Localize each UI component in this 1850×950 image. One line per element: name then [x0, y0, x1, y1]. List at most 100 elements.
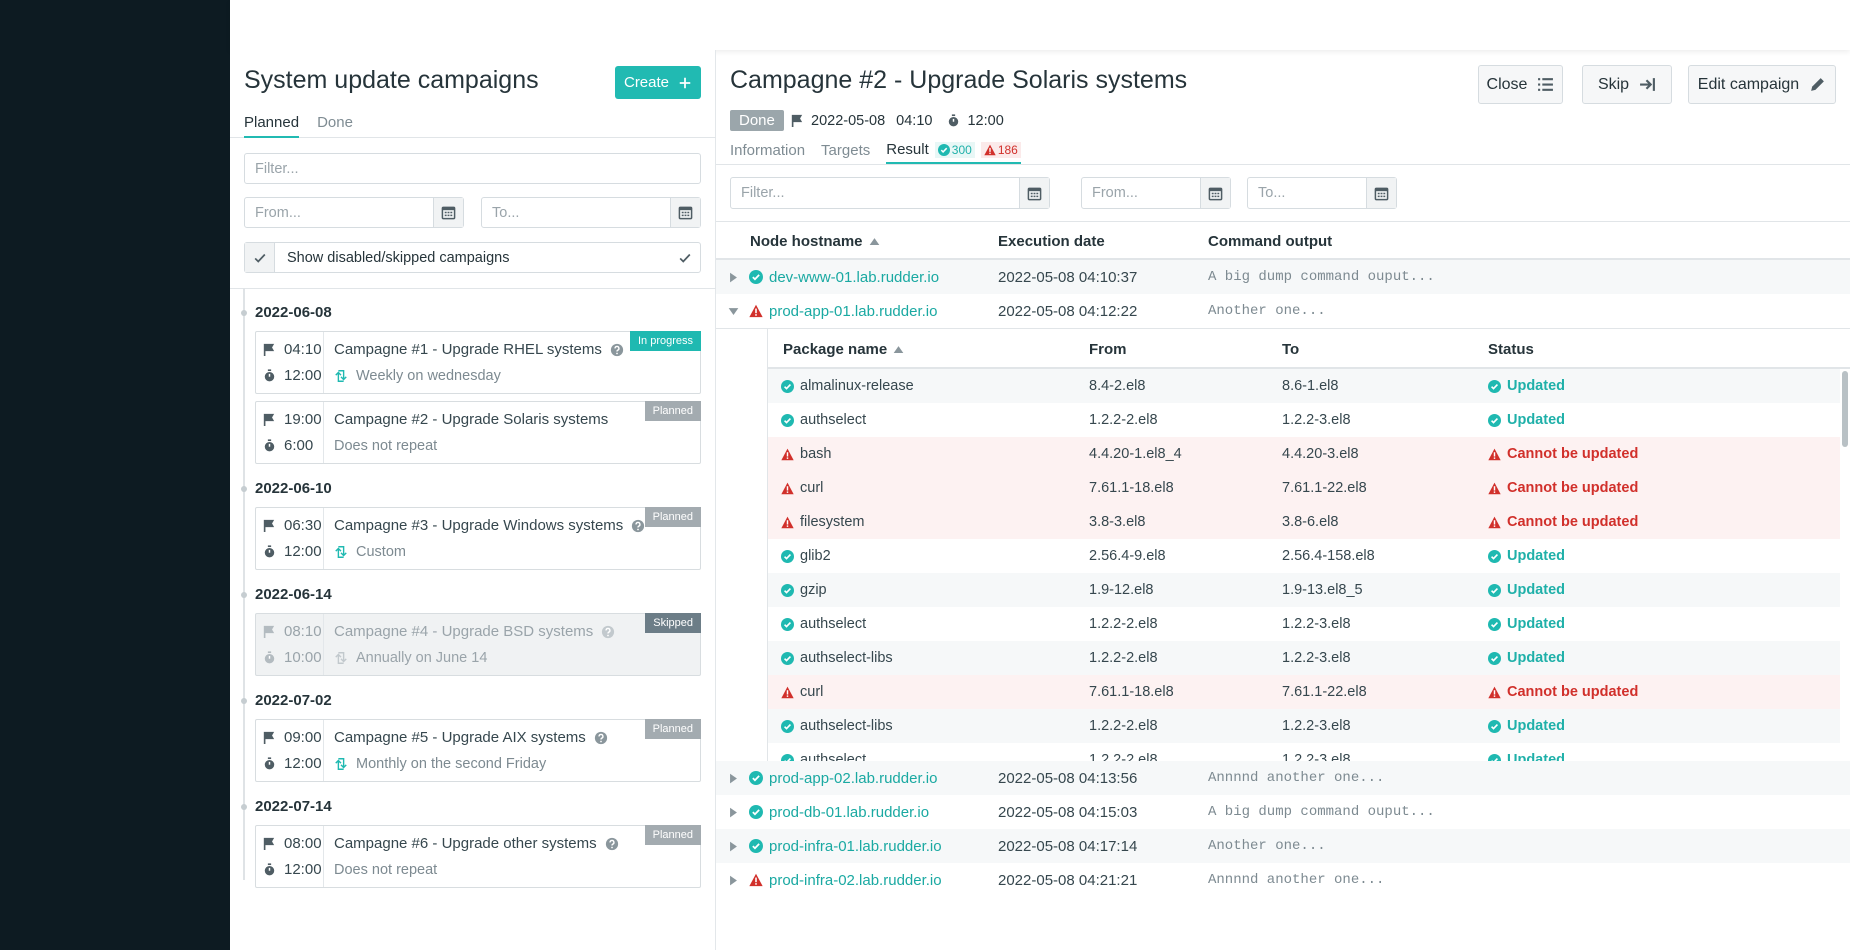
- start-time: 08:00: [284, 834, 322, 852]
- error-icon: [781, 482, 794, 494]
- node-row[interactable]: dev-www-01.lab.rudder.io 2022-05-08 04:10…: [716, 260, 1850, 294]
- filter-input[interactable]: Filter...: [244, 153, 701, 184]
- placeholder: Filter...: [741, 185, 785, 201]
- timeline: [243, 288, 245, 880]
- start: 08:10: [263, 623, 323, 640]
- tab[interactable]: Targets: [821, 141, 870, 164]
- campaign-card[interactable]: 19:00 6:00 Campagne #2 - Upgrade Solaris s…: [255, 401, 701, 464]
- placeholder: To...: [492, 204, 520, 221]
- recurrence-row: Does not repeat: [334, 438, 690, 454]
- column-header[interactable]: Package name: [783, 329, 904, 369]
- calendar-button[interactable]: [433, 198, 463, 227]
- host[interactable]: prod-db-01.lab.rudder.io: [769, 803, 930, 821]
- create-button[interactable]: Create: [615, 66, 701, 99]
- topbar: [230, 0, 1850, 50]
- host[interactable]: prod-infra-01.lab.rudder.io: [769, 837, 942, 855]
- label: To: [1282, 340, 1300, 358]
- from-input[interactable]: From...: [1081, 177, 1231, 209]
- error-icon: [1488, 686, 1501, 698]
- from-input[interactable]: From...: [244, 197, 464, 228]
- name-row: Campagne #6 - Upgrade other systems: [334, 835, 690, 852]
- start-time: 06:30: [284, 516, 322, 534]
- node-row[interactable]: prod-app-01.lab.rudder.io 2022-05-08 04:1…: [716, 294, 1850, 328]
- placeholder: From...: [1092, 185, 1138, 201]
- node-row[interactable]: prod-infra-01.lab.rudder.io 2022-05-08 04…: [716, 829, 1850, 863]
- command-output: Annnnd another one...: [1208, 770, 1385, 786]
- column-header[interactable]: To: [1282, 329, 1299, 369]
- campaign-name[interactable]: Campagne #2 - Upgrade Solaris systems: [334, 411, 609, 428]
- toggle[interactable]: [728, 294, 739, 328]
- toggle[interactable]: [728, 260, 739, 294]
- calendar-button[interactable]: [1200, 178, 1230, 208]
- sort-icon: [869, 237, 879, 245]
- action-button[interactable]: Edit campaign: [1688, 65, 1836, 104]
- time: 04:10: [896, 112, 933, 129]
- action-button[interactable]: Skip: [1582, 65, 1672, 104]
- host[interactable]: prod-app-01.lab.rudder.io: [769, 302, 938, 320]
- filter-input[interactable]: Filter...: [730, 177, 1050, 209]
- column-header[interactable]: Node hostname: [750, 224, 880, 258]
- from-version: 3.8-3.el8: [1089, 514, 1146, 530]
- tab[interactable]: Result 300 186: [886, 141, 1021, 164]
- label: Edit campaign: [1697, 75, 1800, 93]
- execution-date: 2022-05-08 04:17:14: [998, 837, 1138, 855]
- to-input[interactable]: To...: [481, 197, 701, 228]
- package-name: bash: [781, 437, 831, 471]
- column-header[interactable]: Command output: [1208, 224, 1332, 258]
- campaign-card[interactable]: 08:00 12:00 Campagne #6 - Upgrade other sy…: [255, 825, 701, 888]
- calendar-button[interactable]: [1019, 178, 1049, 208]
- campaign-card[interactable]: 08:10 10:00 Campagne #4 - Upgrade BSD syst…: [255, 613, 701, 676]
- campaign-card[interactable]: 06:30 12:00 Campagne #3 - Upgrade Windows …: [255, 507, 701, 570]
- package-status: Updated: [1488, 709, 1565, 743]
- toggle[interactable]: [728, 829, 739, 863]
- date-heading: 2022-07-02: [241, 683, 701, 719]
- campaign-card[interactable]: 09:00 12:00 Campagne #5 - Upgrade AIX syst…: [255, 719, 701, 782]
- campaign-name[interactable]: Campagne #4 - Upgrade BSD systems: [334, 623, 594, 640]
- package-header: Package name From To Status: [768, 329, 1850, 369]
- tab[interactable]: Done: [317, 114, 353, 131]
- error-icon: [1488, 448, 1501, 460]
- host[interactable]: dev-www-01.lab.rudder.io: [769, 268, 940, 286]
- column-header[interactable]: Status: [1488, 329, 1534, 369]
- host[interactable]: prod-app-02.lab.rudder.io: [769, 769, 938, 787]
- node-row[interactable]: prod-app-02.lab.rudder.io 2022-05-08 04:1…: [716, 761, 1850, 795]
- duration: 12:00: [263, 861, 323, 878]
- calendar-button[interactable]: [1366, 178, 1396, 208]
- column-header[interactable]: Execution date: [998, 224, 1105, 258]
- package-status: Updated: [1488, 641, 1565, 675]
- campaign-name[interactable]: Campagne #3 - Upgrade Windows systems: [334, 517, 624, 534]
- ok-icon: [749, 805, 763, 819]
- tab[interactable]: Information: [730, 141, 805, 164]
- recurrence: Monthly on the second Friday: [356, 756, 547, 772]
- column-header[interactable]: From: [1089, 329, 1127, 369]
- toggle-icon: [730, 841, 737, 851]
- node-row[interactable]: prod-db-01.lab.rudder.io 2022-05-08 04:15…: [716, 795, 1850, 829]
- toggle[interactable]: [728, 761, 739, 795]
- action-button[interactable]: Close: [1478, 65, 1563, 104]
- count: 186: [997, 142, 1018, 157]
- name: gzip: [800, 582, 827, 598]
- to-input[interactable]: To...: [1247, 177, 1397, 209]
- status-badge: Planned: [644, 507, 701, 527]
- to-version: 1.2.2-3.el8: [1282, 650, 1351, 666]
- label: Command output: [1208, 232, 1333, 250]
- toggle-icon: [730, 875, 737, 885]
- campaign-name[interactable]: Campagne #6 - Upgrade other systems: [334, 835, 597, 852]
- start: 09:00: [263, 729, 323, 746]
- start-time: 08:10: [284, 622, 322, 640]
- campaign-card[interactable]: 04:10 12:00 Campagne #1 - Upgrade RHEL sys…: [255, 331, 701, 394]
- toggle[interactable]: [728, 795, 739, 829]
- calendar-button[interactable]: [670, 198, 700, 227]
- tab[interactable]: Planned: [244, 114, 300, 138]
- execution-date: 2022-05-08 04:21:21: [998, 871, 1138, 889]
- toggle[interactable]: [728, 863, 739, 897]
- name: glib2: [800, 548, 831, 564]
- checkbox[interactable]: [245, 243, 275, 272]
- host[interactable]: prod-infra-02.lab.rudder.io: [769, 871, 942, 889]
- campaign-name[interactable]: Campagne #5 - Upgrade AIX systems: [334, 729, 586, 746]
- recurrence: Weekly on wednesday: [356, 368, 501, 384]
- campaign-name[interactable]: Campagne #1 - Upgrade RHEL systems: [334, 341, 602, 358]
- node-row[interactable]: prod-infra-02.lab.rudder.io 2022-05-08 04…: [716, 863, 1850, 897]
- show-disabled-toggle[interactable]: Show disabled/skipped campaigns: [244, 242, 701, 273]
- duration-icon: [264, 651, 275, 664]
